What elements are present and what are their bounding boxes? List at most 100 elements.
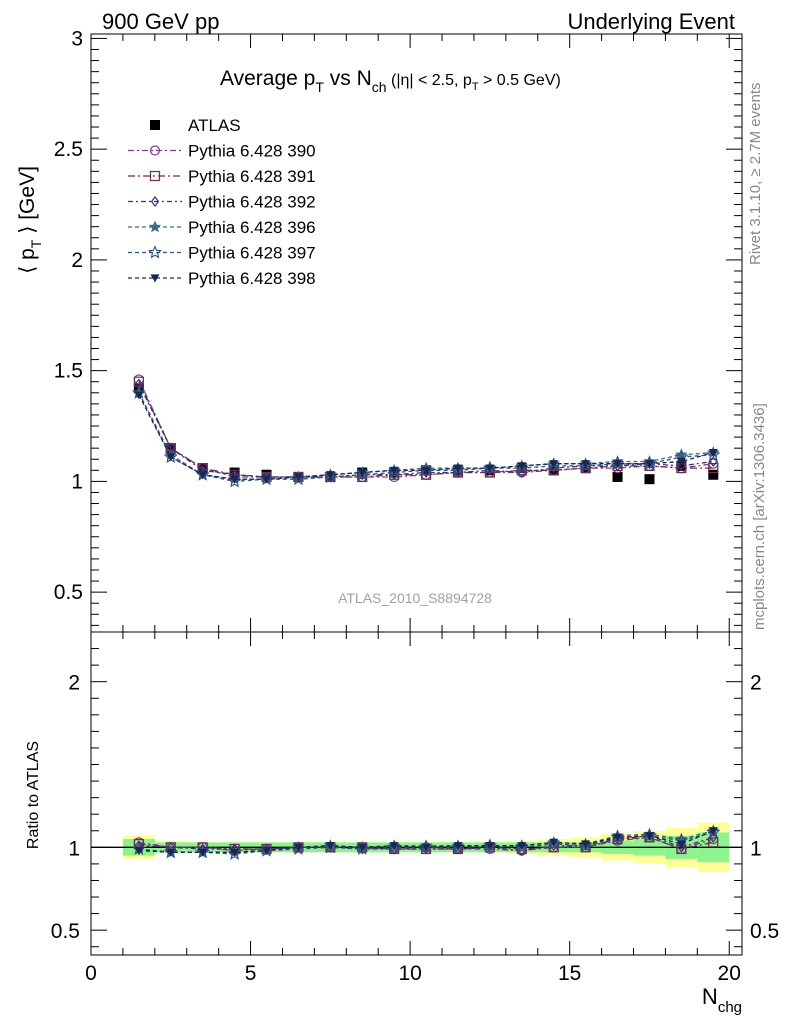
x-tick-label: 10 — [398, 962, 421, 985]
ratio-y-tick-label-right: 0.5 — [750, 920, 779, 943]
ratio-y-tick-label: 1 — [68, 837, 80, 860]
series-point — [676, 457, 686, 466]
y-tick-label: 2 — [71, 249, 83, 272]
series-point — [389, 466, 399, 475]
legend-atlas-label: ATLAS — [188, 116, 241, 135]
legend-marker — [149, 170, 161, 182]
ratio-series-point — [357, 843, 367, 852]
legend-label: Pythia 6.428 397 — [188, 244, 316, 263]
ratio-series-point — [581, 840, 591, 849]
legend-label: Pythia 6.428 392 — [188, 193, 316, 212]
atlas-data-point — [708, 469, 719, 480]
title-mid: vs N — [324, 67, 372, 90]
series-point — [581, 460, 591, 469]
analysis-watermark: ATLAS_2010_S8894728 — [338, 590, 492, 606]
x-tick-label: 5 — [245, 962, 257, 985]
title-tail: > 0.5 GeV) — [479, 72, 561, 89]
legend-marker — [148, 220, 162, 233]
y-tick-label: 2.5 — [54, 138, 83, 161]
main-ylabel: ⟨ pT ⟩ [GeV] — [16, 166, 44, 274]
atlas-data-point — [644, 474, 655, 485]
x-tick-label: 20 — [718, 962, 741, 985]
chart-title: Average pT vs Nch (|η| < 2.5, pT > 0.5 G… — [220, 67, 561, 95]
legend-label: Pythia 6.428 391 — [188, 167, 316, 186]
ratio-series-point — [708, 837, 719, 848]
ratio-y-tick-label-right: 1 — [750, 837, 762, 860]
series-point — [134, 391, 144, 400]
series-point — [677, 460, 686, 472]
y-tick-label: 1.5 — [54, 360, 83, 383]
ratio-series-point — [389, 842, 399, 851]
ratio-series-point — [134, 847, 144, 856]
rivet-label: Rivet 3.1.10, ≥ 2.7M events — [747, 83, 764, 266]
series-point — [708, 463, 719, 474]
series-point — [357, 468, 367, 478]
series-point — [613, 460, 623, 469]
legend-marker — [147, 245, 163, 259]
series-point — [709, 455, 718, 467]
title-sub1: T — [315, 79, 324, 95]
header-right: Underlying Event — [567, 9, 735, 34]
ratio-y-tick-label-right: 2 — [750, 672, 762, 695]
legend-marker — [149, 145, 161, 156]
title-cut: (|η| < 2.5, p — [387, 72, 472, 89]
x-tick-label: 0 — [85, 962, 97, 985]
series-point — [262, 475, 272, 484]
series-point — [421, 466, 431, 475]
ratio-series-point — [453, 842, 463, 851]
ratio-series-point — [549, 838, 559, 847]
ratio-y-tick-label: 0.5 — [51, 920, 80, 943]
y-tick-label: 3 — [71, 27, 83, 50]
legend: ATLAS Pythia 6.428 390 Pythia 6.428 391 Pyt… — [128, 116, 316, 288]
ratio-y-tick-label: 2 — [68, 672, 80, 695]
ratio-series-point — [676, 840, 686, 849]
ratio-series-point — [230, 848, 240, 857]
legend-label: Pythia 6.428 396 — [188, 218, 316, 237]
ratio-series-point — [293, 843, 303, 852]
ratio-series-point — [613, 833, 623, 842]
series-point — [198, 471, 208, 480]
series-point — [230, 475, 240, 484]
ratio-series-point — [262, 847, 272, 856]
series-point — [708, 449, 718, 458]
legend-atlas-marker — [150, 120, 160, 130]
y-tick-label: 1 — [71, 470, 83, 493]
series-layer — [131, 374, 721, 860]
series-point — [485, 464, 495, 473]
ratio-series-point — [708, 827, 718, 836]
series-point — [517, 467, 526, 479]
ratio-frame — [90, 631, 743, 956]
axis-ticks: 0 5 10 15 20 0.5 1 1.5 2 2.5 3 0.5 0.5 1 1 2 2 — [51, 27, 779, 985]
legend-marker — [150, 196, 160, 207]
series-point — [325, 471, 335, 480]
header-left: 900 GeV pp — [102, 9, 219, 34]
x-tick-label: 15 — [558, 962, 581, 985]
ratio-series-point — [198, 848, 208, 857]
ratio-series-point — [644, 832, 654, 841]
ratio-series-point — [166, 848, 176, 857]
ratio-series-point — [485, 842, 495, 851]
title-sub3: T — [472, 81, 479, 93]
series-point — [706, 447, 721, 461]
title-sub2: ch — [372, 79, 387, 95]
ratio-ylabel: Ratio to ATLAS — [25, 741, 42, 849]
series-point — [166, 453, 176, 462]
series-point — [644, 460, 654, 469]
x-axis-label: Nchg — [702, 984, 742, 1016]
series-point — [453, 464, 463, 473]
ratio-series-point — [517, 842, 527, 851]
title-main: Average p — [220, 67, 315, 90]
ratio-series-point — [421, 843, 431, 852]
series-point — [549, 460, 559, 469]
series-point — [517, 462, 527, 471]
ratio-series-point — [325, 842, 335, 851]
legend-label: Pythia 6.428 398 — [188, 269, 316, 288]
mcplots-label: mcplots.cern.ch [arXiv:1306.3436] — [751, 403, 768, 630]
ratio-series-point — [677, 841, 686, 853]
y-tick-label: 0.5 — [54, 581, 83, 604]
series-point — [293, 473, 303, 482]
legend-marker — [150, 274, 160, 283]
atlas-data-point — [612, 471, 623, 482]
legend-label: Pythia 6.428 390 — [188, 142, 316, 161]
